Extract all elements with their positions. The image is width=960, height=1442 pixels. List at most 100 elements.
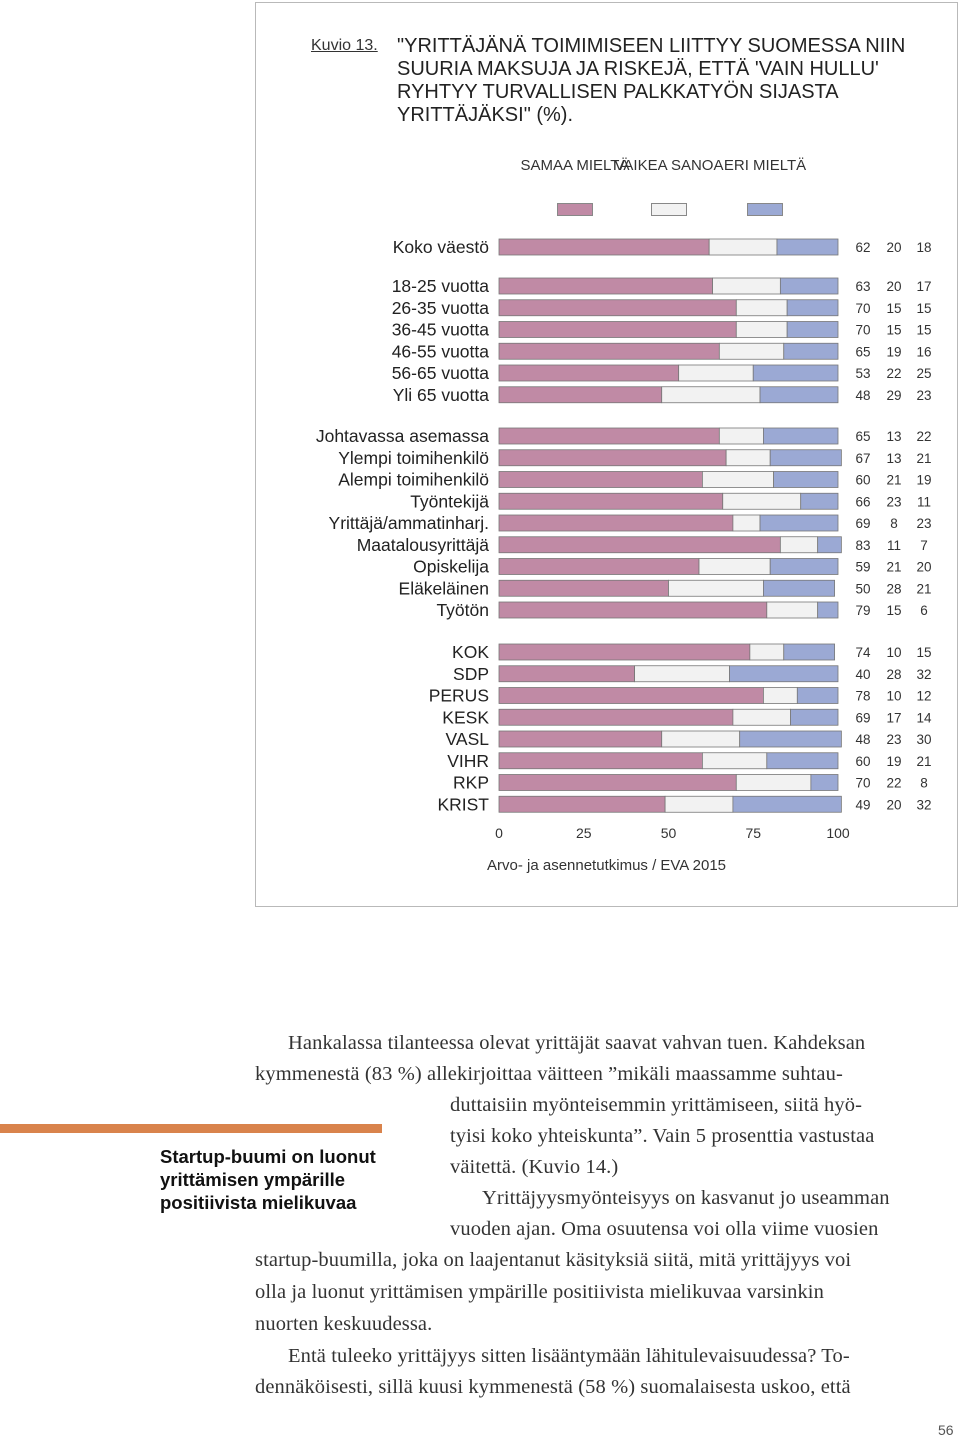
bar-segment-disagree [739,730,842,748]
bar-segment-disagree [776,238,839,256]
data-label: 70 [855,323,870,338]
data-label: 10 [886,645,901,660]
category-label: Opiskelija [413,557,489,577]
data-label: 62 [855,240,870,255]
data-label: 19 [886,344,901,359]
data-label: 8 [920,776,928,791]
bar-segment-disagree [769,449,842,467]
legend-label-undecided: VAIKEA SANOA [614,157,724,174]
data-label: 21 [886,473,901,488]
data-label: 28 [886,667,901,682]
data-label: 21 [916,451,931,466]
body-line: tyisi koko yhteiskunta”. Vain 5 prosentt… [450,1125,875,1147]
x-tick-label: 25 [576,825,592,841]
data-label: 21 [916,754,931,769]
category-label: SDP [453,664,489,684]
bar-segment-disagree [783,342,839,360]
legend-swatch-agree [557,203,593,216]
bar-segment-disagree [759,514,839,532]
bar-segment-disagree [817,536,842,554]
data-label: 30 [916,732,931,747]
data-label: 22 [916,429,931,444]
body-line: väitettä. (Kuvio 14.) [450,1156,619,1178]
data-label: 59 [855,560,870,575]
data-label: 15 [916,301,931,316]
category-label: Alempi toimihenkilö [338,470,489,490]
source-note: Arvo- ja asennetutkimus / EVA 2015 [487,857,727,874]
category-label: KESK [442,707,489,727]
legend-label-disagree: ERI MIELTÄ [723,157,807,174]
data-label: 23 [886,732,901,747]
bar-segment-disagree [810,774,839,791]
category-label: Eläkeläinen [399,578,489,598]
data-label: 11 [917,494,931,509]
data-label: 19 [886,754,901,769]
data-label: 10 [886,689,901,704]
data-label: 60 [855,754,870,769]
x-tick-label: 0 [495,825,503,841]
body-line: Entä tuleeko yrittäjyys sitten lisääntym… [288,1345,850,1367]
data-label: 23 [916,388,931,403]
data-label: 23 [886,494,901,509]
bar-segment-disagree [783,643,836,661]
category-label: Yrittäjä/ammatinharj. [329,513,489,533]
data-label: 19 [916,473,931,488]
bar-segment-disagree [763,427,839,445]
x-tick-label: 75 [745,825,761,841]
data-label: 15 [886,603,901,618]
bar-segment-disagree [773,471,839,488]
x-tick-label: 100 [826,825,850,841]
bar-segment-disagree [766,752,839,770]
data-label: 20 [916,560,931,575]
data-label: 32 [916,667,931,682]
category-label: 26-35 vuotta [392,298,490,318]
bar-segment-disagree [729,665,839,683]
data-label: 78 [855,689,870,704]
data-label: 20 [886,797,901,812]
category-label: Työtön [436,600,489,620]
bar-segment-disagree [769,558,839,575]
category-label: Työntekijä [410,491,489,511]
bar-segment-disagree [786,321,839,338]
data-label: 70 [855,301,870,316]
category-label: Johtavassa asemassa [316,426,489,446]
category-label: Maatalousyrittäjä [357,535,490,555]
category-label: 56-65 vuotta [392,363,490,383]
bar-segment-disagree [732,795,842,813]
bar-segment-disagree [817,601,839,619]
legend-swatch-disagree [747,203,783,216]
data-label: 65 [855,429,870,444]
data-label: 13 [886,451,901,466]
body-line: startup-buumilla, joka on laajentanut kä… [255,1249,852,1271]
page-number: 56 [938,1422,954,1438]
figure-number: Kuvio 13. [311,37,378,54]
data-label: 74 [855,645,871,660]
data-label: 15 [916,323,931,338]
data-label: 20 [886,279,901,294]
category-label: VIHR [447,751,489,771]
category-label: 46-55 vuotta [392,341,490,361]
data-label: 14 [916,710,932,725]
bar-segment-disagree [786,299,839,317]
bar-segment-disagree [759,386,839,404]
data-label: 15 [916,645,931,660]
data-label: 53 [855,366,870,381]
data-label: 22 [886,776,901,791]
data-label: 6 [920,603,928,618]
category-label: Koko väestö [393,237,489,257]
data-label: 23 [916,516,931,531]
body-line: duttaisiin myönteisemmin yrittämiseen, s… [450,1094,862,1116]
data-label: 79 [855,603,870,618]
data-label: 63 [855,279,870,294]
body-line: kymmenestä (83 %) allekirjoittaa väittee… [255,1063,843,1085]
data-label: 48 [855,732,870,747]
category-label: VASL [446,729,490,749]
data-label: 69 [855,516,870,531]
x-tick-label: 50 [661,825,677,841]
data-label: 25 [916,366,931,381]
data-label: 16 [916,344,931,359]
data-label: 66 [855,494,870,509]
data-label: 50 [855,581,870,596]
